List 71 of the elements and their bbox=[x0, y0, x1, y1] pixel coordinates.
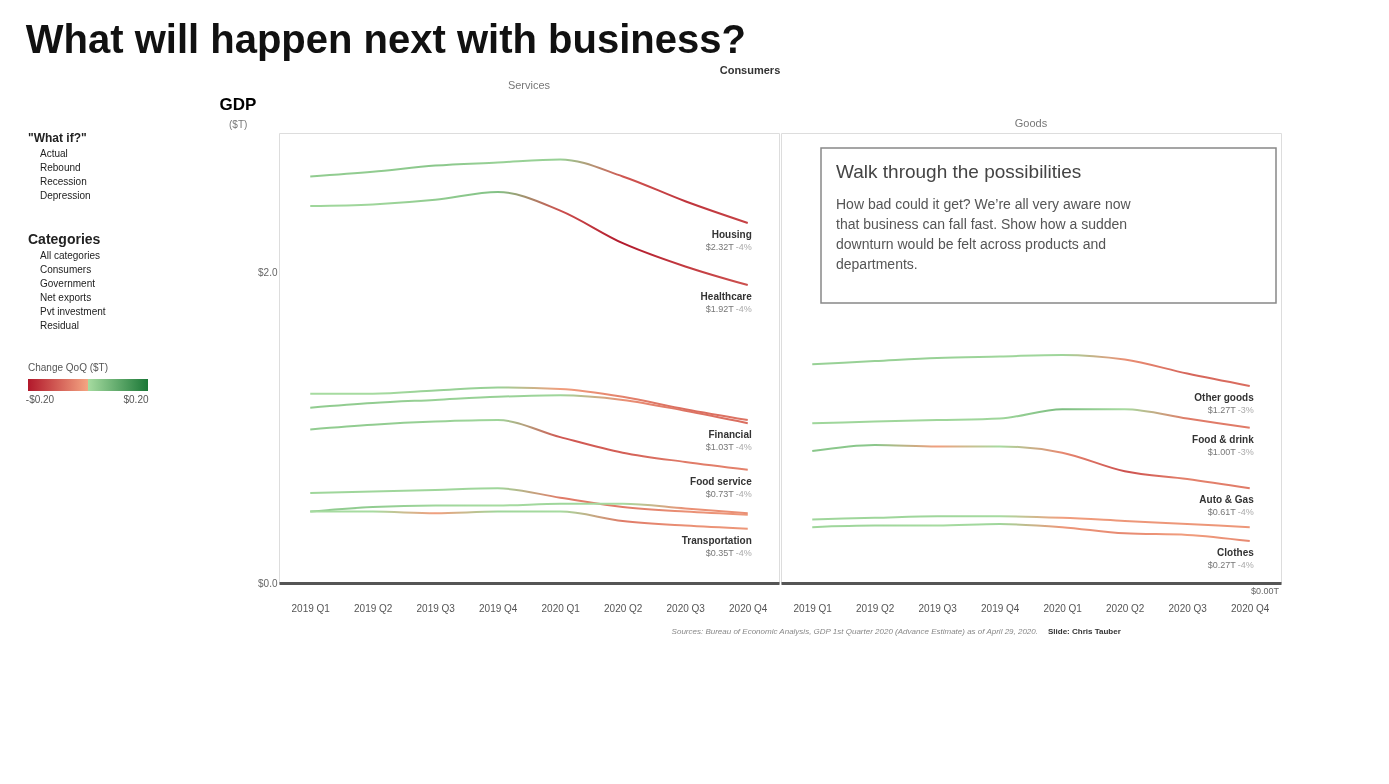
series-label: Clothes bbox=[1217, 547, 1255, 559]
text: Residual bbox=[40, 320, 79, 331]
x-tick-label: 2020 Q3 bbox=[666, 602, 706, 614]
annotation: Walk through the possibilities bbox=[836, 161, 1082, 182]
text: Recession bbox=[40, 176, 87, 187]
data-label: $1.00T bbox=[1207, 446, 1237, 457]
text: $0.00T bbox=[1250, 586, 1280, 596]
color-bar-title: Change QoQ ($T) bbox=[28, 362, 109, 373]
annotation: -4% bbox=[1237, 560, 1254, 571]
annotation: -4% bbox=[735, 304, 752, 315]
annotation: -4% bbox=[735, 488, 752, 499]
source-note: Sources: Bureau of Economic Analysis, GDP 1st Quarter 2020 (Advance Estimate) as of April 29, 2020. bbox=[671, 627, 1038, 636]
text: All categories bbox=[40, 250, 101, 261]
x-tick-label: 2020 Q2 bbox=[1106, 602, 1145, 614]
data-label: $0.35T bbox=[705, 547, 735, 558]
y-tick-label: $0.0 bbox=[258, 577, 278, 589]
series-label: Housing bbox=[711, 229, 752, 240]
data-label: $1.03T bbox=[705, 442, 735, 453]
x-tick-label: 2019 Q4 bbox=[479, 602, 518, 614]
annotation: How bad could it get? We’re all very aware now that business can fall fast. Show how a sudden downturn would be felt across products and departments. bbox=[836, 196, 1132, 272]
annotation: -4% bbox=[735, 547, 752, 558]
series-label: Food service bbox=[690, 475, 753, 487]
annotation: -4% bbox=[735, 242, 752, 252]
text: Actual bbox=[40, 148, 68, 159]
text: Government bbox=[40, 278, 96, 289]
series-label: Transportation bbox=[681, 534, 752, 546]
x-tick-label: 2019 Q2 bbox=[856, 602, 895, 614]
annotation: -4% bbox=[1237, 507, 1254, 518]
series-label: Healthcare bbox=[700, 291, 753, 303]
x-tick-label: 2020 Q4 bbox=[1231, 602, 1270, 614]
x-tick-label: 2020 Q4 bbox=[729, 602, 768, 614]
series-label: Financial bbox=[708, 429, 752, 441]
text: Consumers bbox=[719, 63, 781, 76]
series-label: Food & drink bbox=[1192, 433, 1255, 445]
data-label: $0.73T bbox=[705, 488, 735, 499]
text: ($T) bbox=[229, 119, 248, 130]
data-label: $1.92T bbox=[705, 304, 735, 315]
text: What will happen next with business? bbox=[25, 16, 746, 61]
data-label: $2.32T bbox=[705, 242, 735, 252]
x-tick-label: 2019 Q1 bbox=[793, 602, 833, 614]
y-axis-title: GDP bbox=[219, 94, 257, 114]
annotation: -3% bbox=[1237, 446, 1254, 457]
x-tick-label: 2019 Q3 bbox=[918, 602, 958, 614]
series-label: Auto & Gas bbox=[1199, 494, 1255, 506]
chart-title: Services bbox=[507, 79, 551, 91]
x-tick-label: 2020 Q1 bbox=[541, 602, 581, 614]
text: Categories bbox=[28, 231, 101, 247]
x-tick-label: 2019 Q2 bbox=[354, 602, 393, 614]
data-label: $0.27T bbox=[1207, 560, 1237, 571]
x-tick-label: 2020 Q1 bbox=[1043, 602, 1083, 614]
x-tick-label: 2020 Q2 bbox=[604, 602, 643, 614]
text: Depression bbox=[40, 190, 91, 201]
annotation: -3% bbox=[1237, 404, 1254, 415]
x-tick-label: 2020 Q3 bbox=[1168, 602, 1208, 614]
text: Pvt investment bbox=[40, 306, 106, 317]
text: Slide: Chris Tauber bbox=[1048, 627, 1121, 636]
color-bar-label: $0.20 bbox=[123, 394, 149, 405]
x-tick-label: 2019 Q3 bbox=[416, 602, 456, 614]
text: Consumers bbox=[40, 264, 92, 275]
chart-title: Goods bbox=[1014, 117, 1048, 129]
x-tick-label: 2019 Q4 bbox=[981, 602, 1020, 614]
color-bar-label: -$0.20 bbox=[25, 394, 55, 405]
series-label: Other goods bbox=[1194, 391, 1255, 403]
data-label: $1.27T bbox=[1207, 404, 1237, 415]
text: "What if?" bbox=[28, 131, 87, 145]
text: Net exports bbox=[40, 292, 92, 303]
text: Rebound bbox=[40, 162, 81, 173]
annotation: -4% bbox=[735, 442, 752, 453]
x-tick-label: 2019 Q1 bbox=[291, 602, 331, 614]
data-label: $0.61T bbox=[1207, 507, 1237, 518]
y-tick-label: $2.0 bbox=[258, 267, 278, 279]
